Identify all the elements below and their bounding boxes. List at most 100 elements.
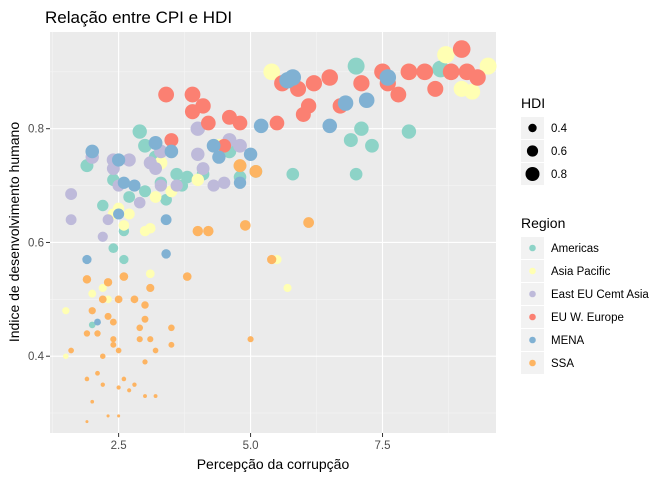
hdi-legend-key xyxy=(525,167,540,181)
data-point xyxy=(479,57,497,75)
data-point xyxy=(139,185,151,198)
region-legend-key xyxy=(529,359,536,367)
data-point xyxy=(206,138,221,153)
data-point xyxy=(138,138,152,153)
data-point xyxy=(104,295,112,304)
data-point xyxy=(153,394,158,398)
data-point xyxy=(164,133,179,148)
data-point xyxy=(110,341,117,348)
data-point xyxy=(400,63,418,81)
data-point xyxy=(232,115,248,131)
data-point xyxy=(239,220,251,231)
data-points xyxy=(62,40,497,424)
data-point xyxy=(164,144,179,159)
data-point xyxy=(337,95,354,111)
region-legend-label: MENA xyxy=(551,335,585,347)
data-point xyxy=(98,295,107,304)
hdi-size-legend: HDI 0.4 0.6 0.8 xyxy=(521,95,568,185)
data-point xyxy=(343,133,358,148)
data-point xyxy=(452,40,471,58)
data-point xyxy=(132,124,147,139)
data-point xyxy=(243,147,258,162)
data-point xyxy=(122,153,136,167)
data-point xyxy=(117,414,121,418)
data-point xyxy=(437,46,455,64)
data-point xyxy=(68,347,74,354)
data-point xyxy=(303,217,315,228)
data-point xyxy=(112,153,126,167)
data-point xyxy=(249,164,263,178)
data-point xyxy=(347,57,365,75)
data-point xyxy=(121,376,127,382)
data-point xyxy=(170,167,184,181)
region-legend-label: Americas xyxy=(551,243,599,255)
data-point xyxy=(65,188,78,201)
data-point xyxy=(128,179,141,192)
hdi-legend-label: 0.8 xyxy=(551,169,567,181)
data-point xyxy=(145,222,156,234)
x-tick-label: 2.5 xyxy=(111,440,127,452)
data-point xyxy=(247,336,254,343)
region-legend-label: Asia Pacific xyxy=(551,266,611,278)
data-point xyxy=(279,72,296,89)
data-point xyxy=(88,289,97,298)
data-point xyxy=(233,176,247,189)
region-legend-label: SSA xyxy=(551,358,574,370)
data-point xyxy=(148,135,163,150)
data-point xyxy=(416,63,434,81)
data-point xyxy=(108,243,119,254)
hdi-legend-key xyxy=(528,123,537,133)
data-point xyxy=(141,301,149,309)
data-point xyxy=(353,75,370,92)
data-point xyxy=(149,162,163,175)
data-point xyxy=(98,283,107,293)
data-point xyxy=(94,330,101,337)
data-point xyxy=(94,318,101,326)
region-legend-key xyxy=(529,244,536,252)
data-point xyxy=(269,115,285,131)
x-tick-label: 5.0 xyxy=(243,440,259,452)
data-point xyxy=(82,254,92,265)
hdi-legend-title: HDI xyxy=(521,95,545,111)
data-point xyxy=(141,315,149,323)
data-point xyxy=(469,69,486,86)
data-point xyxy=(83,330,91,337)
data-point xyxy=(184,86,201,103)
data-point xyxy=(130,295,139,304)
data-point xyxy=(143,394,147,398)
data-point xyxy=(168,324,175,332)
data-point xyxy=(184,104,201,120)
data-point xyxy=(118,220,130,231)
data-point xyxy=(113,208,125,220)
data-point xyxy=(95,370,100,376)
hdi-legend-label: 0.6 xyxy=(551,146,567,158)
x-tick-label: 7.5 xyxy=(375,440,391,452)
data-point xyxy=(464,83,481,100)
data-point xyxy=(123,208,135,220)
data-point xyxy=(84,376,90,382)
data-point xyxy=(114,295,123,304)
data-point xyxy=(88,321,96,329)
data-point xyxy=(119,254,129,265)
y-tick-label: 0.4 xyxy=(28,351,45,363)
data-point xyxy=(354,121,369,136)
data-point xyxy=(97,199,109,212)
data-point xyxy=(132,382,137,387)
x-axis-title: Percepção da corrupção xyxy=(197,456,350,472)
region-legend-key xyxy=(529,336,536,344)
data-point xyxy=(158,86,175,103)
data-point xyxy=(109,318,117,326)
data-point xyxy=(82,275,92,284)
data-point xyxy=(115,347,122,354)
data-point xyxy=(154,179,167,192)
data-point xyxy=(146,283,155,293)
data-point xyxy=(104,312,112,320)
region-legend-key xyxy=(529,290,536,298)
region-legend-title: Region xyxy=(521,215,565,231)
y-tick-label: 0.8 xyxy=(28,124,44,136)
data-point xyxy=(217,138,232,153)
y-axis-title: Indice de desenvolvimento humano xyxy=(6,122,22,342)
data-point xyxy=(103,278,113,287)
y-axis: 0.4 0.6 0.8 xyxy=(28,124,50,363)
